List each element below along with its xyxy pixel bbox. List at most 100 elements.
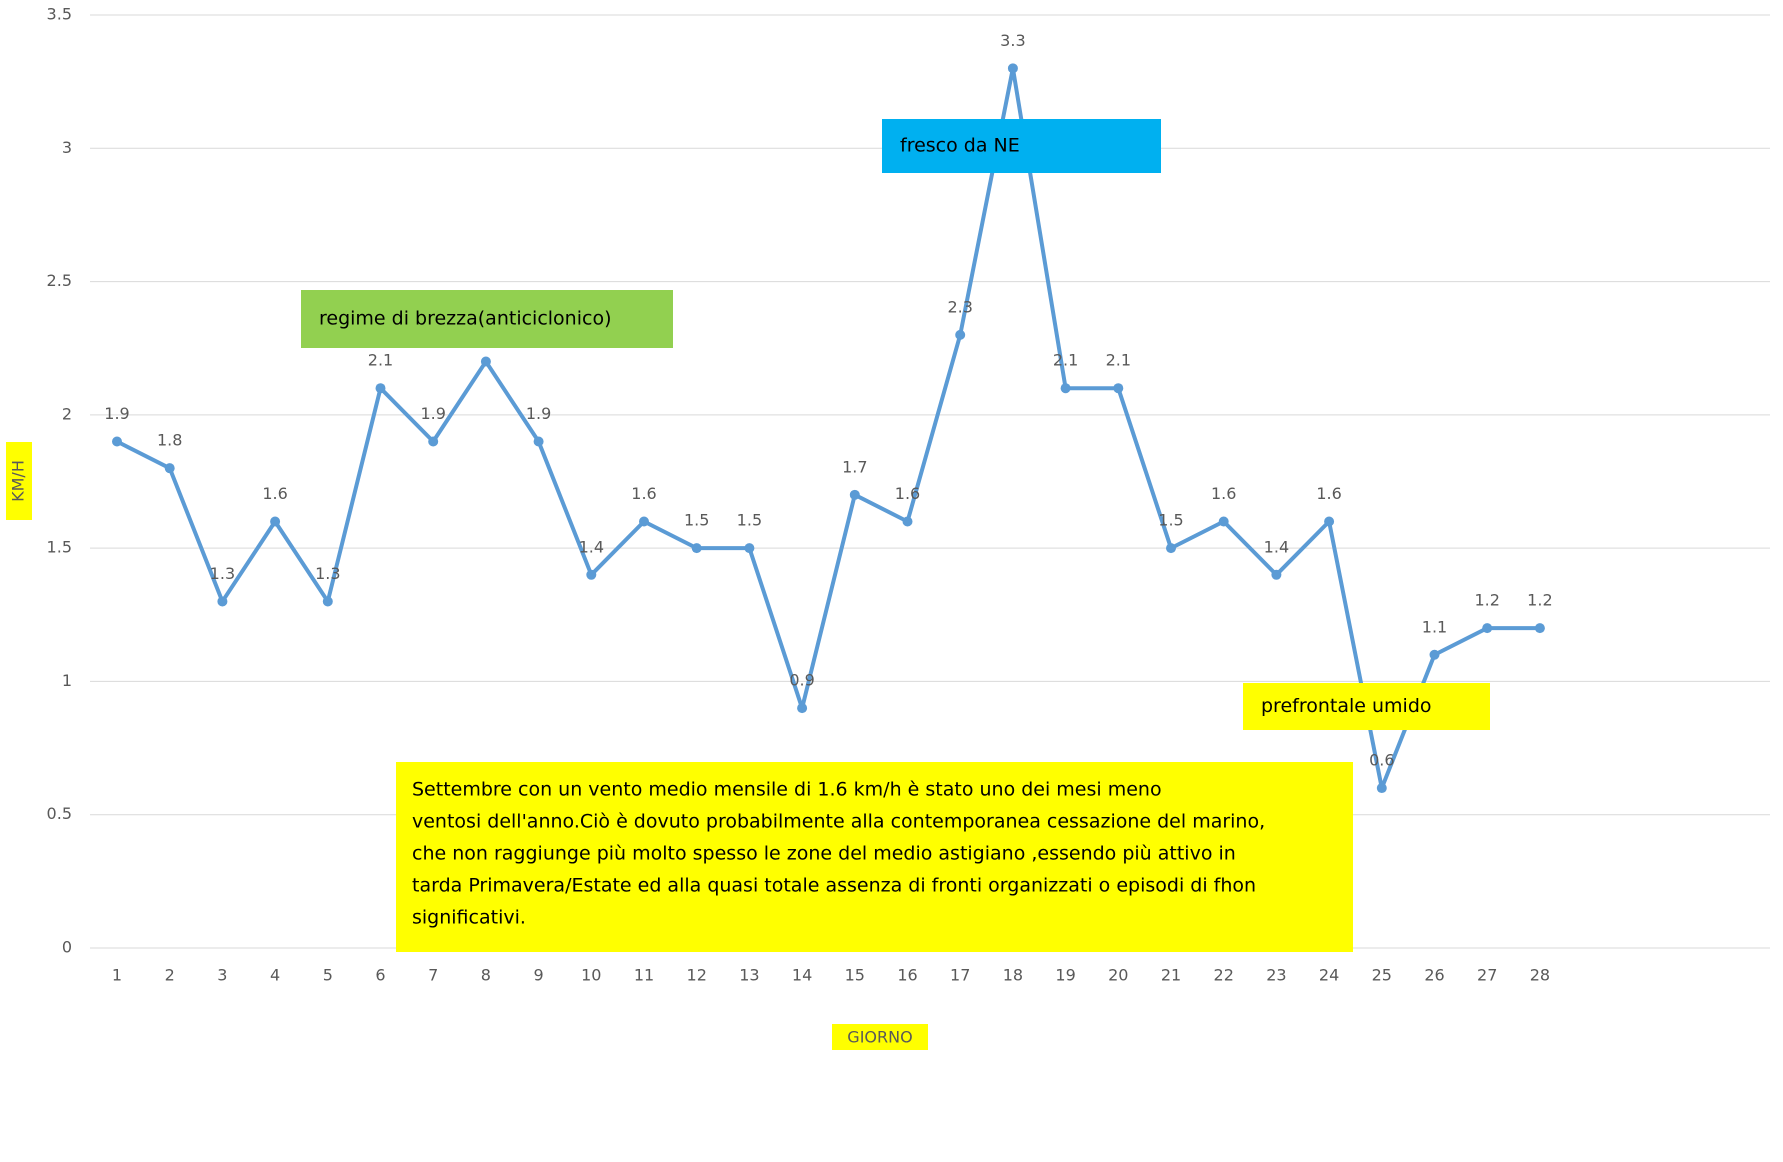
- data-label: 1.3: [210, 564, 235, 583]
- point: [849, 489, 860, 500]
- point: [533, 436, 544, 447]
- annotation-text: regime di brezza(anticiclonico): [319, 308, 611, 330]
- data-label: 1.4: [579, 537, 604, 556]
- data-label: 2.1: [1106, 351, 1131, 370]
- x-tick-label: 8: [481, 966, 491, 985]
- x-tick-label: 16: [897, 966, 917, 985]
- x-tick-label: 7: [428, 966, 438, 985]
- y-tick-label: 2: [62, 404, 72, 423]
- point: [1376, 783, 1387, 794]
- annotation-text: che non raggiunge più molto spesso le zo…: [412, 843, 1236, 865]
- x-tick-label: 20: [1108, 966, 1128, 985]
- data-label: 1.5: [684, 511, 709, 530]
- annotation-text: significativi.: [412, 907, 526, 929]
- data-label: 1.9: [526, 404, 551, 423]
- data-label: 1.2: [1527, 591, 1552, 610]
- x-tick-label: 21: [1161, 966, 1181, 985]
- point: [322, 596, 333, 607]
- x-tick-label: 25: [1372, 966, 1392, 985]
- y-tick-label: 1: [62, 671, 72, 690]
- point: [639, 516, 649, 527]
- x-tick-label: 24: [1319, 966, 1339, 985]
- x-tick-label: 18: [1003, 966, 1023, 985]
- point: [691, 543, 702, 554]
- point: [480, 356, 491, 367]
- annotation-text: Settembre con un vento medio mensile di …: [412, 779, 1162, 801]
- point: [1007, 63, 1018, 74]
- y-tick-label: 0: [62, 938, 72, 957]
- point: [1482, 623, 1493, 634]
- x-tick-label: 3: [217, 966, 227, 985]
- point: [1166, 543, 1176, 554]
- data-label: 1.5: [737, 511, 762, 530]
- annotation-text: prefrontale umido: [1261, 695, 1432, 717]
- x-tick-label: 10: [581, 966, 601, 985]
- data-label: 1.7: [842, 457, 867, 476]
- point: [1060, 383, 1071, 394]
- x-axis-label: GIORNO: [847, 1028, 912, 1047]
- x-tick-label: 13: [739, 966, 759, 985]
- data-label: 1.9: [104, 404, 129, 423]
- data-label: 1.6: [895, 484, 920, 503]
- y-tick-label: 1.5: [47, 538, 72, 557]
- data-label: 2.1: [1053, 351, 1078, 370]
- data-label: 1.2: [1474, 591, 1499, 610]
- point: [1429, 649, 1440, 660]
- x-tick-label: 17: [950, 966, 970, 985]
- point: [1113, 383, 1124, 394]
- point: [1324, 516, 1335, 527]
- annotation-box: [301, 290, 673, 348]
- x-tick-label: 28: [1530, 966, 1550, 985]
- annotation-box: [396, 762, 1353, 952]
- data-label: 1.5: [1158, 511, 1183, 530]
- annotation-text: ventosi dell'anno.Ciò è dovuto probabilm…: [412, 811, 1265, 833]
- annotation-box: [1243, 683, 1490, 730]
- x-tick-label: 4: [270, 966, 280, 985]
- point: [112, 436, 122, 447]
- x-tick-label: 27: [1477, 966, 1497, 985]
- data-label: 1.8: [157, 431, 182, 450]
- point: [1218, 516, 1229, 527]
- x-tick-label: 22: [1214, 966, 1234, 985]
- point: [955, 329, 966, 340]
- x-tick-label: 9: [534, 966, 544, 985]
- y-tick-label: 3.5: [47, 5, 72, 24]
- point: [586, 569, 597, 580]
- x-tick-label: 15: [845, 966, 865, 985]
- data-label: 1.1: [1422, 617, 1447, 636]
- point: [797, 703, 808, 714]
- data-label: 2.3: [947, 297, 972, 316]
- point: [1534, 623, 1545, 634]
- x-tick-label: 2: [165, 966, 175, 985]
- x-tick-label: 26: [1424, 966, 1444, 985]
- data-label: 1.3: [315, 564, 340, 583]
- data-label: 1.9: [420, 404, 445, 423]
- data-label: 1.6: [631, 484, 656, 503]
- data-label: 1.6: [1211, 484, 1236, 503]
- point: [744, 543, 755, 554]
- x-label-bg: [832, 1024, 928, 1050]
- data-label: 2.1: [368, 351, 393, 370]
- x-tick-label: 14: [792, 966, 812, 985]
- point: [428, 436, 439, 447]
- x-tick-label: 6: [375, 966, 385, 985]
- data-label: 3.3: [1000, 31, 1025, 50]
- x-tick-label: 5: [323, 966, 333, 985]
- x-tick-label: 1: [112, 966, 122, 985]
- x-tick-label: 19: [1055, 966, 1075, 985]
- point: [1271, 569, 1282, 580]
- y-tick-label: 0.5: [47, 804, 72, 823]
- annotation-text: tarda Primavera/Estate ed alla quasi tot…: [412, 875, 1256, 897]
- point: [217, 596, 228, 607]
- series-line: [116, 66, 1540, 791]
- point: [164, 463, 175, 474]
- data-label: 1.6: [262, 484, 287, 503]
- y-label-bg: [6, 442, 32, 520]
- point: [270, 516, 281, 527]
- data-label: 1.6: [1316, 484, 1341, 503]
- y-axis-label: KM/H: [9, 460, 28, 502]
- data-label: 0.6: [1369, 751, 1394, 770]
- y-tick-label: 2.5: [47, 271, 72, 290]
- x-tick-label: 11: [634, 966, 654, 985]
